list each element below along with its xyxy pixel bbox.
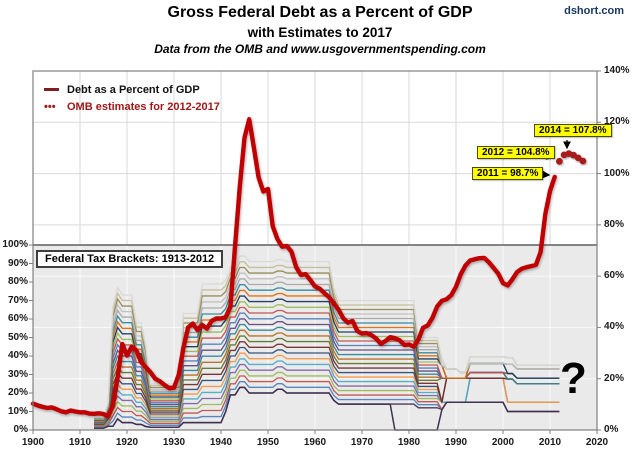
chart-title: Gross Federal Debt as a Percent of GDP	[167, 4, 473, 21]
x-axis-tick-label: 1910	[68, 437, 92, 448]
omb-estimate-dots	[556, 150, 587, 165]
right-axis-tick-label: 20%	[604, 372, 625, 384]
chart-source-line: Data from the OMB and www.usgovernmentsp…	[154, 42, 486, 56]
left-axis-tick-label: 70%	[7, 294, 28, 306]
x-axis-tick-label: 1950	[256, 437, 280, 448]
tax-bracket-lines	[94, 255, 560, 431]
left-axis-tick-label: 30%	[7, 368, 28, 380]
omb-estimate-dot	[556, 157, 563, 165]
chart-subtitle: with Estimates to 2017	[247, 25, 393, 40]
callout-2011: 2011 = 98.7%	[472, 167, 544, 180]
x-axis-tick-label: 1960	[303, 437, 327, 448]
right-axis-tick-label: 60%	[604, 270, 625, 282]
legend-label-omb: OMB estimates for 2012-2017	[67, 100, 220, 113]
left-axis-tick-label: 60%	[7, 313, 28, 324]
callout-2014: 2014 = 107.8%	[534, 124, 612, 137]
left-axis-tick-label: 90%	[7, 257, 28, 269]
x-axis-tick-label: 1980	[397, 437, 421, 448]
left-axis-tick-label: 50%	[7, 331, 28, 343]
question-mark: ?	[560, 354, 587, 403]
left-axis-tick-label: 100%	[2, 239, 28, 250]
left-axis-tick-label: 80%	[7, 276, 28, 287]
solid-line-swatch-icon	[44, 88, 59, 91]
left-axis-tick-label: 20%	[7, 387, 28, 398]
right-axis-tick-label: 40%	[604, 321, 625, 333]
left-axis-tick-label: 40%	[7, 350, 28, 361]
tax-bracket-line	[94, 255, 560, 418]
right-axis-tick-label: 120%	[604, 116, 630, 128]
legend: Debt as a Percent of GDP ••• OMB estimat…	[44, 81, 220, 115]
legend-item-omb: ••• OMB estimates for 2012-2017	[44, 98, 220, 115]
x-axis-tick-label: 2010	[538, 437, 562, 448]
left-axis-tick-label: 10%	[7, 405, 28, 417]
tax-brackets-label-box: Federal Tax Brackets: 1913-2012	[36, 250, 224, 268]
x-axis-tick-label: 1920	[115, 437, 139, 448]
x-axis-tick-label: 2000	[491, 437, 515, 448]
right-axis-tick-label: 100%	[604, 167, 630, 179]
x-axis-tick-label: 1990	[444, 437, 468, 448]
right-axis-tick-label: 0%	[604, 424, 619, 435]
x-axis-tick-label: 1970	[350, 437, 374, 448]
left-axis-tick-label: 0%	[13, 424, 28, 435]
legend-label-debt: Debt as a Percent of GDP	[67, 83, 200, 96]
debt-percent-gdp-line	[30, 117, 557, 419]
right-axis-tick-label: 140%	[604, 65, 630, 76]
x-axis-tick-label: 1900	[21, 437, 45, 448]
watermark-dshort: dshort.com	[564, 5, 624, 17]
right-axis-tick-label: 80%	[604, 218, 625, 230]
x-axis-tick-label: 1940	[209, 437, 233, 448]
x-axis-tick-label: 2020	[585, 437, 609, 448]
x-axis-tick-label: 1930	[162, 437, 186, 448]
legend-item-debt: Debt as a Percent of GDP	[44, 81, 220, 98]
omb-estimate-dot	[579, 157, 587, 165]
dotted-line-swatch-icon: •••	[44, 100, 56, 113]
callout-2012: 2012 = 104.8%	[477, 146, 555, 159]
